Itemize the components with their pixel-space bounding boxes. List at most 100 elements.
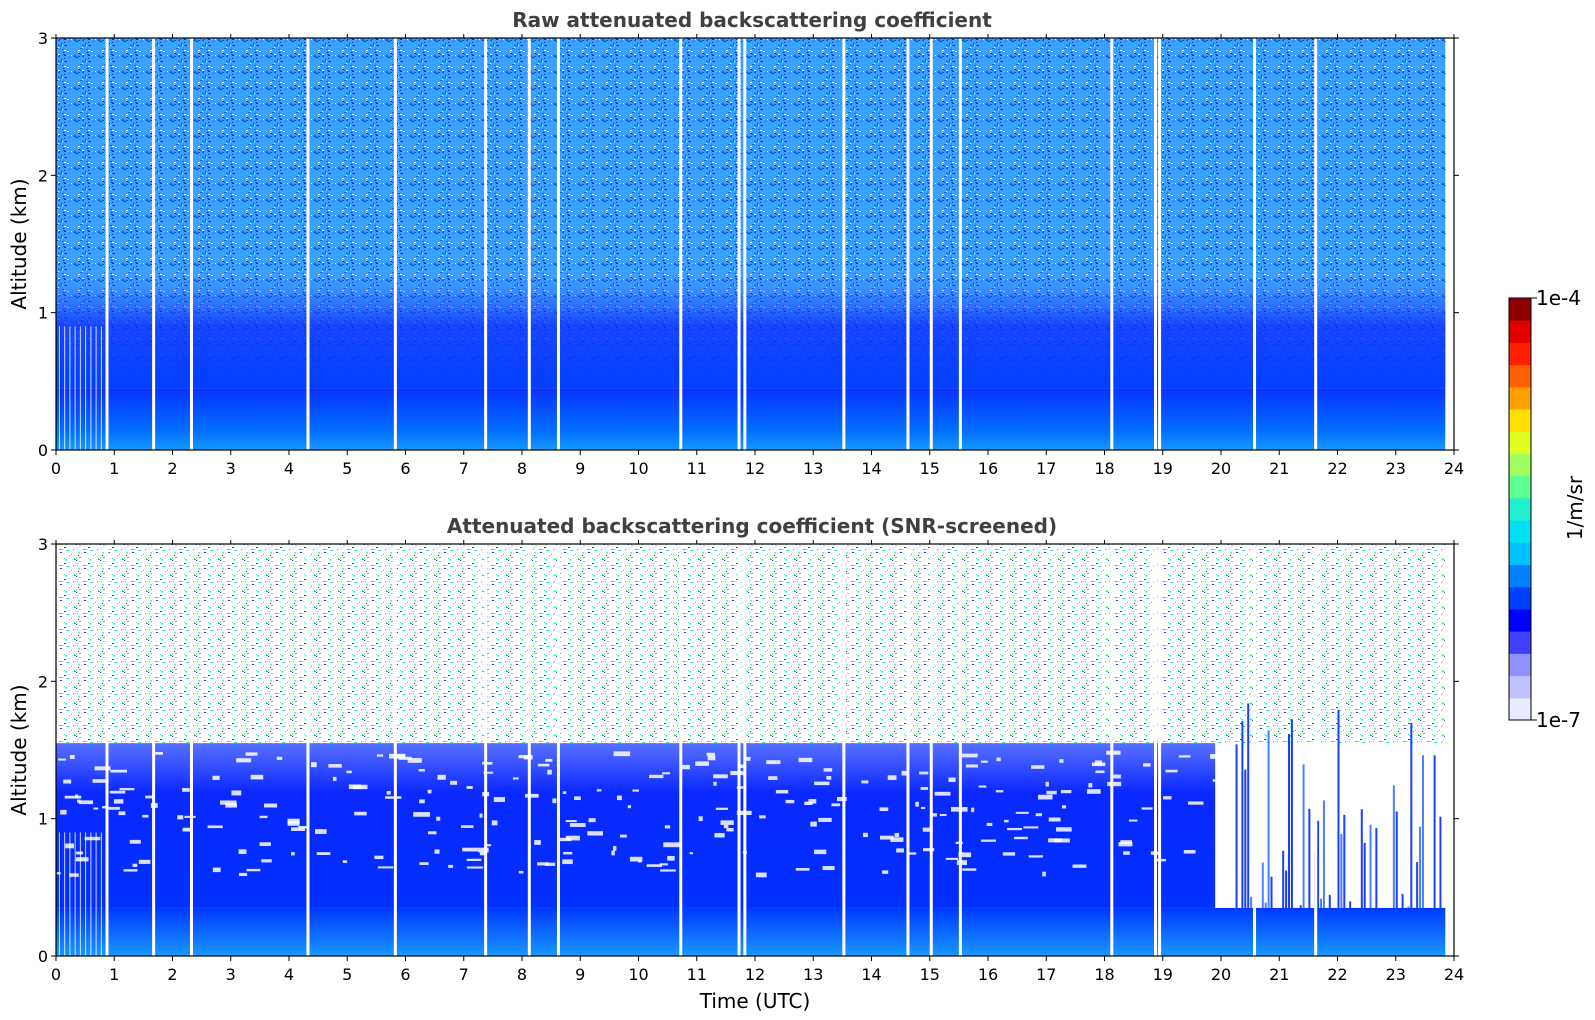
panel2-clear-patch [814,781,830,786]
panel2-clear-patch [118,811,126,816]
x-tick-label: 4 [284,965,294,984]
panel1-data-gap [556,38,560,450]
panel2-sparse-streak [1337,709,1340,908]
panel2-clear-patch [346,770,352,774]
panel2-clear-patch [376,754,384,757]
panel2-data-gap [484,544,488,956]
panel2-clear-patch [207,825,223,829]
panel2-clear-patch [785,799,795,804]
panel1-data-gap [105,38,109,450]
panel2-clear-patch [574,796,581,801]
panel2-clear-patch [831,803,841,807]
panel2-clear-patch [894,832,900,837]
panel2-clear-patch [261,859,272,863]
panel1-data-gap [95,326,97,450]
panel2-clear-patch [755,872,767,878]
panel2-clear-patch [1120,840,1133,844]
panel2-clear-patch [479,852,485,856]
panel2-sparse-streak [1433,755,1436,908]
panel2-clear-patch [552,798,557,804]
panel2-clear-patch [901,770,908,776]
panel1-surface-layer [56,388,1446,450]
colorbar-label: 1/m/sr [1563,475,1587,540]
panel2-clear-patch [659,863,668,866]
panel1-data-gap [842,38,846,450]
colorbar-segment [1509,409,1531,432]
x-tick-label: 17 [1036,459,1056,478]
panel2-clear-patch [996,757,1001,762]
panel1-data-gap [69,326,71,450]
panel2-clear-patch [619,834,627,838]
panel2-clear-patch [908,852,917,855]
panel2-clear-patch [632,789,639,792]
panel2-clear-patch [534,840,541,845]
panel1-data-gap [64,326,66,450]
panel2-clear-patch [740,764,746,769]
panel2-clear-patch [225,803,238,808]
panel2-clear-patch [93,807,99,810]
panel2-clear-patch [715,807,728,810]
panel2-sparse-streak [1241,721,1244,908]
panel2-clear-patch [1061,805,1067,809]
colorbar-segment [1509,342,1531,366]
panel2-clear-patch [1183,850,1196,854]
panel2-clear-patch [956,860,967,866]
panel2-clear-patch [109,790,126,794]
x-tick-label: 7 [459,459,469,478]
panel2-clear-patch [486,844,492,847]
panel2-clear-patch [245,752,258,756]
x-tick-label: 12 [745,459,765,478]
panel2-clear-patch [238,849,247,855]
x-tick-label: 4 [284,459,294,478]
panel2-clear-patch [129,839,141,844]
x-tick-label: 2 [167,459,177,478]
panel2-clear-patch [695,761,710,766]
panel2-data-gap [743,544,747,956]
panel2-sparse-streak [1285,870,1288,908]
panel2-sparse-streak [1308,808,1311,908]
panel2-clear-patch [418,769,425,772]
panel2-data-gap [679,544,683,956]
panel2-clear-patch [60,809,67,815]
y-tick-label: 1 [38,304,48,323]
x-tick-label: 16 [978,459,998,478]
panel1-data-gap [393,38,397,450]
panel2-clear-patch [689,852,693,855]
panel2-clear-patch [707,755,716,761]
x-tick-label: 15 [920,459,940,478]
panel2-clear-patch [1006,827,1023,831]
panel2-clear-patch [768,776,778,780]
panel2-clear-patch [879,807,889,812]
x-tick-label: 13 [803,965,823,984]
panel2-clear-patch [706,752,715,756]
x-tick-label: 6 [400,965,410,984]
panel2-clear-patch [75,857,89,862]
panel2-clear-patch [1035,813,1043,817]
panel1-data-gap [306,38,310,450]
panel2-clear-patch [518,754,533,759]
panel2-clear-patch [638,859,642,863]
panel2-clear-patch [563,851,573,855]
x-tick-label: 0 [51,459,61,478]
panel2-clear-patch [588,818,596,823]
panel2-clear-patch [660,869,676,872]
panel2-data-gap [842,544,846,956]
panel1-x-axis: 0 1 2 3 4 5 6 7 8 9 10 11 12 13 14 15 16 17 18 19 20 21 22 23 24 [51,34,1464,478]
panel2-sparse-streak [1322,800,1325,908]
panel2-title: Attenuated backscattering coefficient (S… [447,514,1057,538]
panel2-clear-patch [1123,851,1130,855]
panel2-clear-patch [212,775,220,780]
panel2-ylabel: Altitude (km) [7,684,31,815]
panel2-sparse-streak [1328,894,1331,908]
panel2-clear-patch [287,818,300,824]
panel2-clear-patch [238,872,248,877]
panel2-clear-patch [236,758,252,763]
panel2-sparse-streak [1421,755,1424,908]
colorbar-segment [1509,564,1531,588]
panel2-clear-patch [427,789,432,794]
panel2-clear-patch [1013,836,1028,840]
panel1-data-gap [189,38,193,450]
x-tick-label: 1 [109,459,119,478]
panel2-clear-patch [679,764,690,770]
panel2-data-gap [100,832,102,956]
